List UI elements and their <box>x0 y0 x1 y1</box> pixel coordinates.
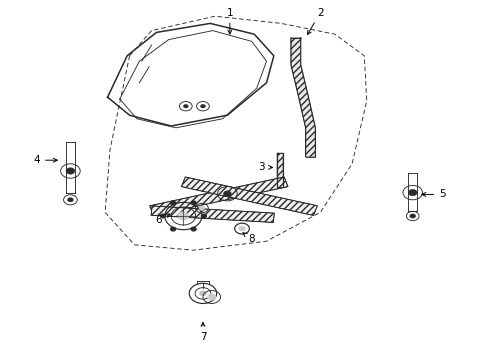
Polygon shape <box>149 177 287 215</box>
Polygon shape <box>151 206 274 222</box>
Circle shape <box>178 212 188 220</box>
Circle shape <box>201 214 206 218</box>
Text: 8: 8 <box>243 233 255 244</box>
Circle shape <box>191 201 196 205</box>
Polygon shape <box>181 177 317 215</box>
Circle shape <box>409 214 415 218</box>
Text: 1: 1 <box>226 8 233 34</box>
Circle shape <box>66 168 75 174</box>
Circle shape <box>199 291 206 296</box>
Circle shape <box>207 294 216 300</box>
Circle shape <box>160 214 165 218</box>
Circle shape <box>200 104 205 108</box>
Text: 7: 7 <box>199 323 206 342</box>
Circle shape <box>238 226 245 231</box>
Circle shape <box>170 201 175 205</box>
Text: 2: 2 <box>307 8 323 35</box>
Circle shape <box>199 206 204 210</box>
Circle shape <box>67 198 73 202</box>
Polygon shape <box>277 153 282 187</box>
Text: 6: 6 <box>155 214 170 225</box>
Circle shape <box>191 227 196 231</box>
Circle shape <box>407 189 416 196</box>
Circle shape <box>183 104 188 108</box>
Text: 5: 5 <box>421 189 445 199</box>
Text: 4: 4 <box>33 155 57 165</box>
Circle shape <box>170 227 175 231</box>
PathPatch shape <box>290 38 315 157</box>
Circle shape <box>223 191 231 197</box>
Text: 3: 3 <box>258 162 272 172</box>
